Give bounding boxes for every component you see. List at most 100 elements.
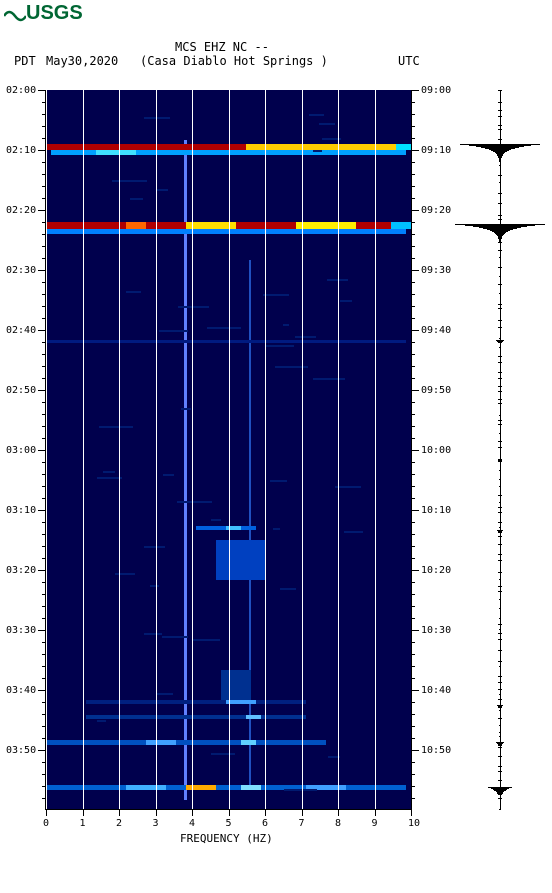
tick-right-minor [411, 714, 415, 715]
tick-right [411, 510, 419, 511]
right-time-label: 10:00 [421, 445, 451, 456]
x-tick-label: 5 [226, 818, 232, 829]
tick-right-minor [411, 126, 415, 127]
tick-right-minor [411, 282, 415, 283]
tick-left [38, 150, 46, 151]
tick-bottom [229, 810, 230, 816]
spectral-band [146, 740, 176, 745]
waveform-noise [499, 486, 502, 487]
tick-left-minor [42, 294, 46, 295]
spectral-band [46, 229, 406, 234]
tick-right-minor [411, 606, 415, 607]
tick-right-minor [411, 774, 415, 775]
tick-left-minor [42, 714, 46, 715]
left-time-label: 02:10 [6, 145, 36, 156]
tick-left-minor [42, 798, 46, 799]
waveform-trace [500, 163, 501, 164]
tick-right-minor [411, 318, 415, 319]
spectral-band [126, 785, 166, 790]
tick-left [38, 570, 46, 571]
tick-right-minor [411, 618, 415, 619]
tick-left-minor [42, 522, 46, 523]
tick-right-minor [411, 642, 415, 643]
waveform-noise [498, 624, 502, 625]
tick-bottom [192, 810, 193, 816]
tick-right-minor [411, 246, 415, 247]
waveform-noise [498, 572, 501, 573]
tick-right-minor [411, 786, 415, 787]
tick-left-minor [42, 534, 46, 535]
right-time-label: 10:40 [421, 685, 451, 696]
tick-left-minor [42, 726, 46, 727]
noise-cell [207, 327, 242, 329]
tick-right-minor [411, 738, 415, 739]
waveform-noise [498, 129, 502, 130]
tick-bottom [46, 810, 47, 816]
tick-left-minor [42, 618, 46, 619]
spectral-band [226, 700, 256, 704]
x-tick-label: 10 [408, 818, 420, 829]
tick-right-minor [411, 414, 415, 415]
waveform-noise [498, 320, 502, 321]
tz-left: PDT [14, 54, 36, 68]
tick-left-minor [42, 102, 46, 103]
tick-right-minor [411, 162, 415, 163]
noise-cell [319, 123, 335, 125]
tick-bottom [375, 810, 376, 816]
tick-left-minor [42, 546, 46, 547]
waveform-noise [498, 90, 503, 91]
logo-text: USGS [26, 2, 83, 25]
tick-left-minor [42, 762, 46, 763]
waveform-noise [499, 579, 502, 580]
tick-left-minor [42, 342, 46, 343]
noise-cell [313, 378, 344, 380]
waveform-noise [499, 338, 502, 339]
tick-right-minor [411, 138, 415, 139]
right-time-label: 09:00 [421, 85, 451, 96]
station-code: MCS EHZ NC -- [175, 40, 269, 54]
tick-right-minor [411, 342, 415, 343]
grid-line [229, 90, 230, 810]
tick-left-minor [42, 402, 46, 403]
waveform-noise [498, 512, 501, 513]
x-tick-label: 1 [80, 818, 86, 829]
waveform-noise [498, 507, 502, 508]
grid-line [119, 90, 120, 810]
tick-right [411, 450, 419, 451]
waveform-noise [499, 502, 502, 503]
waveform-noise [498, 139, 503, 140]
waveform-noise [499, 666, 501, 667]
tick-left-minor [42, 258, 46, 259]
waveform-noise [498, 219, 502, 220]
noise-cell [112, 180, 147, 182]
waveform-trace [498, 342, 503, 343]
waveform-noise [499, 732, 502, 733]
spectral-band [186, 785, 216, 790]
tick-left-minor [42, 126, 46, 127]
waveform-noise [499, 629, 501, 630]
tick-right-minor [411, 654, 415, 655]
tick-right [411, 690, 419, 691]
waveform-noise [498, 372, 502, 373]
right-time-label: 10:30 [421, 625, 451, 636]
right-time-label: 09:30 [421, 265, 451, 276]
waveform-noise [498, 284, 503, 285]
x-tick-label: 9 [372, 818, 378, 829]
noise-cell [157, 189, 168, 191]
noise-cell [178, 306, 210, 308]
waveform-noise [498, 250, 503, 251]
waveform-noise [498, 756, 501, 757]
tick-right-minor [411, 354, 415, 355]
tick-right-minor [411, 378, 415, 379]
waveform-noise [499, 736, 502, 737]
waveform-noise [498, 391, 501, 392]
waveform-noise [498, 536, 501, 537]
tick-left-minor [42, 786, 46, 787]
noise-cell [144, 117, 170, 119]
tick-left-minor [42, 642, 46, 643]
waveform-noise [499, 347, 502, 348]
tick-right-minor [411, 486, 415, 487]
tick-left-minor [42, 282, 46, 283]
waveform-noise [498, 156, 503, 157]
tick-right-minor [411, 258, 415, 259]
